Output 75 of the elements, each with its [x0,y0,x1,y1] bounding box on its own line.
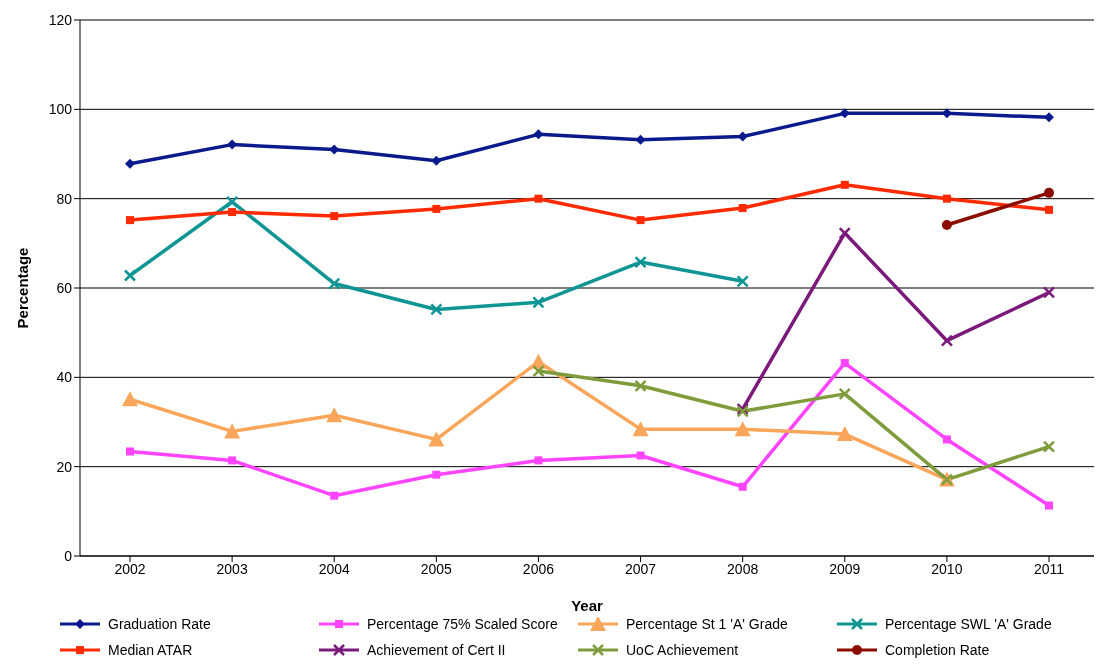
y-tick-label: 120 [48,11,73,28]
point [534,456,543,465]
point [838,387,852,401]
legend-label: Completion Rate [885,642,990,658]
point [940,334,954,347]
x-tick-label: 2007 [624,560,657,577]
point [734,421,751,437]
point [126,216,134,225]
legend-label: Percentage SWL 'A' Grade [885,616,1052,632]
point [636,451,645,460]
point [941,220,952,231]
y-tick-label: 0 [64,547,73,564]
point [125,158,135,169]
x-tick-label: 2008 [727,560,759,577]
legend-label: Percentage 75% Scaled Score [367,616,558,632]
legend-label: UoC Achievement [626,642,739,658]
point [634,379,647,393]
point [632,421,649,437]
x-tick-label: 2003 [216,560,248,577]
point [840,180,849,189]
point [224,423,241,439]
y-tick-label: 60 [56,279,73,296]
x-axis-title: Year [571,597,604,614]
y-tick-label: 80 [56,190,73,207]
point [432,204,441,213]
point [942,194,951,203]
point [122,391,138,407]
point [738,204,747,213]
point [836,426,853,442]
point [1042,286,1056,299]
point [1045,205,1053,214]
point [330,491,339,500]
point [634,255,647,269]
point [839,108,850,119]
y-axis-title: Percentage [14,247,32,329]
point [432,470,441,479]
legend-label: Graduation Rate [108,616,211,632]
point [428,431,445,447]
x-tick-label: 2002 [114,560,146,577]
y-tick-label: 20 [56,458,73,475]
point [228,208,237,217]
point [431,155,442,166]
point [942,435,951,444]
y-tick-label: 40 [56,369,73,386]
point [636,216,645,225]
point [1044,187,1054,198]
point [1044,112,1054,123]
point [327,277,341,290]
point [1045,501,1053,510]
x-tick-label: 2004 [318,560,350,577]
point [330,212,339,221]
point [123,269,137,282]
legend-label: Median ATAR [108,642,193,658]
point [532,296,545,309]
legend-label: Achievement of Cert II [367,642,506,658]
x-tick-label: 2006 [522,560,555,577]
x-tick-label: 2010 [931,560,963,577]
point [329,144,340,155]
point [430,303,443,316]
point [225,195,239,209]
x-tick-label: 2009 [829,560,861,577]
x-tick-label: 2005 [420,560,453,577]
point [228,456,237,465]
point [1042,440,1056,453]
point [126,447,134,456]
point [534,194,543,203]
point [738,482,747,491]
legend-label: Percentage St 1 'A' Grade [626,616,788,632]
point [532,364,545,378]
point [840,359,849,368]
point [326,407,343,423]
point [838,226,852,240]
point [736,275,749,288]
y-tick-label: 100 [48,101,73,118]
x-tick-label: 2011 [1033,560,1065,577]
